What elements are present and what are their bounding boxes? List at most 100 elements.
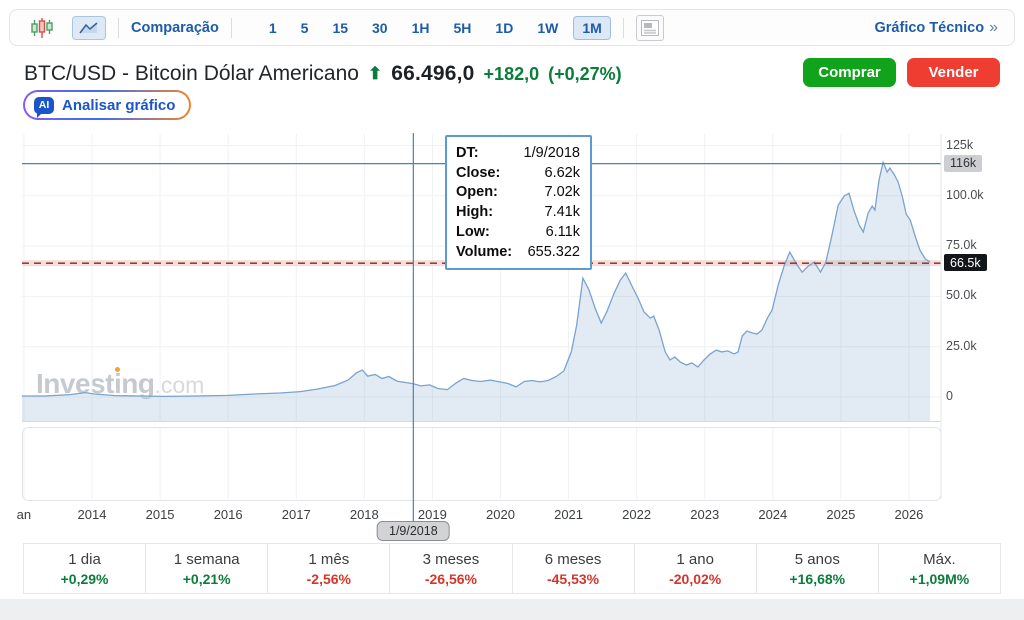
- instrument-header: BTC/USD - Bitcoin Dólar Americano ⬆ 66.4…: [24, 58, 622, 90]
- y-tick-0: 0: [946, 389, 953, 403]
- divider: [622, 17, 624, 38]
- last-price: 66.496,0: [391, 62, 475, 85]
- y-tick-50.0k: 50.0k: [946, 288, 977, 303]
- tooltip-label: Low:: [456, 223, 490, 240]
- tooltip-label: Open:: [456, 184, 498, 201]
- ohlc-tooltip: DT: 1/9/2018 Close: 6.62k Open: 7.02k High: 7.4…: [445, 135, 592, 271]
- timeframe-30[interactable]: 30: [363, 16, 397, 40]
- ai-icon: AI: [34, 96, 54, 118]
- timeframe-1H[interactable]: 1H: [403, 16, 439, 40]
- performance-period-label: 1 mês: [308, 550, 350, 568]
- performance-cell-3-meses[interactable]: 3 meses -26,56%: [390, 544, 513, 593]
- timeframe-selector: 1 5 15 30 1H 5H 1D 1W 1M: [260, 15, 611, 40]
- performance-cell-5-anos[interactable]: 5 anos +16,68%: [757, 544, 879, 593]
- price-change: +182,0: [483, 63, 540, 84]
- technical-chart-link[interactable]: Gráfico Técnico »: [875, 19, 999, 37]
- tooltip-value: 655.322: [527, 243, 580, 260]
- timeframe-5H[interactable]: 5H: [445, 16, 481, 40]
- x-tick-2023: 2023: [690, 507, 720, 522]
- price-change-percent: (+0,27%): [548, 63, 622, 84]
- x-tick-2019: 2019: [417, 507, 447, 522]
- performance-change-value: -26,56%: [424, 570, 478, 587]
- performance-period-label: 1 ano: [676, 550, 714, 568]
- timeframe-15[interactable]: 15: [323, 16, 357, 40]
- buy-button[interactable]: Comprar: [803, 58, 896, 87]
- timeframe-1W[interactable]: 1W: [528, 16, 567, 40]
- performance-change-value: -2,56%: [306, 570, 351, 587]
- x-tick-2020: 2020: [486, 507, 515, 522]
- technical-chart-label: Gráfico Técnico: [874, 19, 985, 36]
- performance-period-label: 1 dia: [68, 550, 101, 568]
- performance-period-label: 6 meses: [544, 550, 602, 568]
- comparison-link[interactable]: Comparação: [131, 19, 219, 36]
- x-tick-2022: 2022: [622, 507, 652, 522]
- news-panel-icon[interactable]: [635, 14, 664, 41]
- performance-summary-bar: 1 dia +0,29% 1 semana +0,21% 1 mês -2,56% 3 me…: [23, 543, 1001, 594]
- tooltip-row: Volume: 655.322: [456, 243, 580, 263]
- performance-period-label: 5 anos: [794, 550, 840, 568]
- chart-toolbar: Comparação 1 5 15 30 1H 5H 1D 1W 1M Gráfico Técn…: [9, 9, 1015, 46]
- performance-change-value: +0,29%: [60, 570, 109, 587]
- timeframe-1M[interactable]: 1M: [573, 15, 611, 40]
- tooltip-label: High:: [456, 204, 494, 221]
- performance-cell-1-mês[interactable]: 1 mês -2,56%: [268, 544, 391, 593]
- tooltip-row: High: 7.41k: [456, 203, 580, 223]
- chart-overlays: DT: 1/9/2018 Close: 6.62k Open: 7.02k High: 7.4…: [0, 128, 1024, 543]
- page-background-strip: [0, 599, 1024, 620]
- performance-change-value: -45,53%: [546, 570, 600, 587]
- divider: [118, 17, 119, 38]
- x-tick-2014: 2014: [77, 507, 107, 522]
- x-tick-2016: 2016: [213, 507, 243, 522]
- performance-period-label: Máx.: [923, 550, 956, 568]
- performance-period-label: 1 semana: [173, 550, 240, 568]
- trade-buttons: Comprar Vender: [803, 58, 1000, 87]
- performance-cell-1-dia[interactable]: 1 dia +0,29%: [24, 544, 147, 593]
- crosshair-date-label: 1/9/2018: [376, 521, 450, 541]
- performance-cell-6-meses[interactable]: 6 meses -45,53%: [513, 544, 635, 593]
- x-tick-2024: 2024: [758, 507, 788, 522]
- y-tick-25.0k: 25.0k: [946, 338, 977, 353]
- high-price-badge: 116k: [944, 154, 983, 172]
- candlestick-chart-icon[interactable]: [24, 13, 60, 43]
- tooltip-row: DT: 1/9/2018: [456, 144, 580, 164]
- performance-cell-1-semana[interactable]: 1 semana +0,21%: [146, 544, 269, 593]
- performance-change-value: +16,68%: [789, 570, 846, 587]
- tooltip-row: Low: 6.11k: [456, 223, 580, 243]
- x-tick-2015: 2015: [145, 507, 175, 522]
- ai-analyze-chart-button[interactable]: AI Analisar gráfico: [23, 90, 191, 120]
- tooltip-label: Volume:: [456, 243, 513, 260]
- x-tick-2021: 2021: [554, 507, 584, 522]
- performance-period-label: 3 meses: [422, 550, 480, 568]
- performance-cell-máx.[interactable]: Máx. +1,09M%: [879, 544, 1000, 593]
- timeframe-5[interactable]: 5: [292, 16, 318, 40]
- area-chart-icon[interactable]: [72, 15, 106, 40]
- x-tick-an: an: [16, 507, 32, 522]
- performance-cell-1-ano[interactable]: 1 ano -20,02%: [635, 544, 757, 593]
- tooltip-value: 1/9/2018: [523, 145, 580, 161]
- tooltip-value: 6.62k: [544, 164, 580, 181]
- timeframe-1[interactable]: 1: [260, 16, 286, 40]
- x-tick-2026: 2026: [894, 507, 924, 522]
- tooltip-label: DT:: [456, 145, 479, 161]
- tooltip-value: 6.11k: [545, 223, 580, 240]
- divider: [230, 17, 232, 38]
- instrument-title: BTC/USD - Bitcoin Dólar Americano: [24, 62, 359, 85]
- sell-button[interactable]: Vender: [907, 58, 1000, 87]
- timeframe-1D[interactable]: 1D: [486, 16, 522, 40]
- x-tick-2017: 2017: [281, 507, 311, 522]
- chevron-right-icon: »: [989, 18, 998, 36]
- x-tick-2018: 2018: [349, 507, 379, 522]
- current-price-badge: 66.5k: [944, 254, 987, 272]
- tooltip-value: 7.02k: [544, 184, 580, 201]
- tooltip-row: Close: 6.62k: [456, 164, 580, 184]
- tooltip-label: Close:: [456, 164, 501, 181]
- performance-change-value: +1,09M%: [909, 570, 970, 587]
- y-tick-100.0k: 100.0k: [946, 187, 984, 202]
- performance-change-value: -20,02%: [669, 570, 722, 587]
- ai-analyze-label: Analisar gráfico: [62, 96, 176, 114]
- tooltip-value: 7.41k: [544, 204, 580, 221]
- y-tick-125k: 125k: [946, 137, 974, 152]
- tooltip-row: Open: 7.02k: [456, 183, 580, 203]
- x-tick-2025: 2025: [826, 507, 856, 522]
- performance-change-value: +0,21%: [182, 570, 231, 587]
